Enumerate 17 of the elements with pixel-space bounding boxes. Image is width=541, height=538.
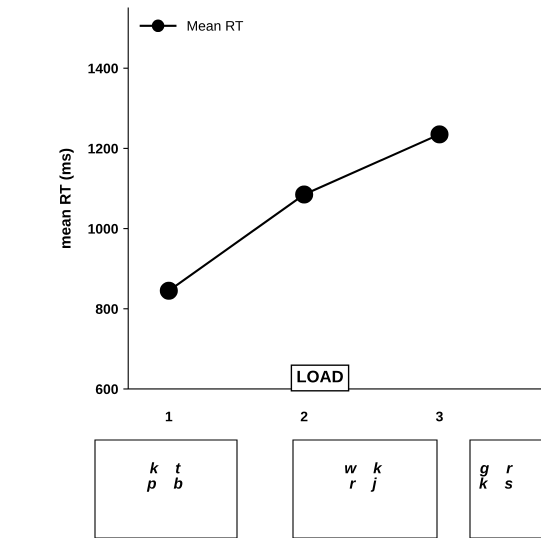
x-tick-label: 3 xyxy=(436,412,443,422)
y-axis-title: mean RT (ms) xyxy=(59,148,74,248)
point xyxy=(295,185,314,204)
x-tick-label: 1 xyxy=(166,412,172,422)
y-tick-label: 1400 xyxy=(88,64,118,74)
x-axis-title: LOAD xyxy=(298,370,343,382)
text: k t p b xyxy=(146,462,182,492)
legend-label: Mean RT xyxy=(188,21,244,31)
point xyxy=(430,125,449,144)
text: g r k s xyxy=(479,465,513,489)
y-tick-label: 1200 xyxy=(88,144,118,154)
y-tick-label: 800 xyxy=(96,304,118,314)
y-tick-label: 1000 xyxy=(88,224,118,234)
x-tick-label: 2 xyxy=(300,412,308,422)
point xyxy=(160,282,178,300)
text: w k r j xyxy=(345,462,382,492)
y-tick-label: 600 xyxy=(96,384,118,394)
